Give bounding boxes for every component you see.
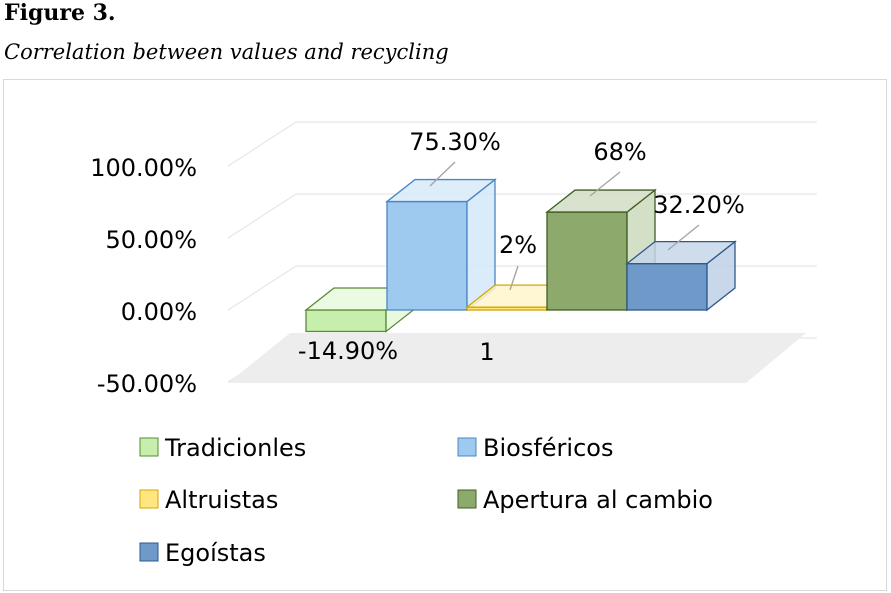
data-label: 32.20% bbox=[653, 191, 745, 219]
y-tick-label: 100.00% bbox=[90, 154, 197, 182]
legend-item: Egoístas bbox=[139, 539, 266, 567]
legend-label: Biosféricos bbox=[483, 434, 613, 462]
leader-line bbox=[667, 224, 700, 251]
figure-caption: Correlation between values and recycling bbox=[4, 40, 449, 64]
x-category-label: 1 bbox=[479, 338, 494, 366]
legend-label: Egoístas bbox=[165, 539, 266, 567]
legend-item: Altruistas bbox=[139, 486, 278, 514]
legend-label: Apertura al cambio bbox=[483, 486, 713, 514]
label-layer: 100.00% 50.00% 0.00% -50.00% -14.90% 75.30% 2%… bbox=[90, 128, 745, 398]
legend-layer: Tradicionles Biosféricos Altruistas Apertur… bbox=[139, 434, 713, 567]
figure-label: Figure 3. bbox=[4, 0, 116, 26]
leader-line bbox=[429, 161, 456, 187]
legend-swatch bbox=[139, 542, 159, 562]
chart-floor bbox=[228, 333, 806, 383]
chart-frame bbox=[3, 79, 887, 591]
bar-biosf-ricos bbox=[385, 178, 497, 312]
y-tick-label: 0.00% bbox=[121, 298, 197, 326]
legend-swatch bbox=[457, 489, 477, 509]
floor-layer bbox=[228, 333, 806, 383]
data-label: 2% bbox=[499, 231, 537, 259]
y-tick-label: 50.00% bbox=[105, 226, 197, 254]
legend-item: Biosféricos bbox=[457, 434, 613, 462]
bar-ego-stas bbox=[625, 240, 737, 312]
data-label: -14.90% bbox=[298, 337, 398, 365]
data-label: 75.30% bbox=[409, 128, 501, 156]
y-tick-label: -50.00% bbox=[97, 370, 197, 398]
bar-apertura-al-cambio bbox=[545, 188, 657, 312]
leader-line bbox=[509, 265, 519, 291]
legend-item: Tradicionles bbox=[139, 434, 306, 462]
data-label: 68% bbox=[593, 138, 646, 166]
legend-label: Tradicionles bbox=[164, 434, 306, 462]
legend-item: Apertura al cambio bbox=[457, 486, 713, 514]
legend-swatch bbox=[139, 437, 159, 457]
legend-swatch bbox=[139, 489, 159, 509]
bar-layer bbox=[304, 178, 737, 333]
legend-swatch bbox=[457, 437, 477, 457]
leader-line bbox=[589, 171, 621, 197]
legend-label: Altruistas bbox=[165, 486, 278, 514]
gridline bbox=[227, 121, 817, 167]
